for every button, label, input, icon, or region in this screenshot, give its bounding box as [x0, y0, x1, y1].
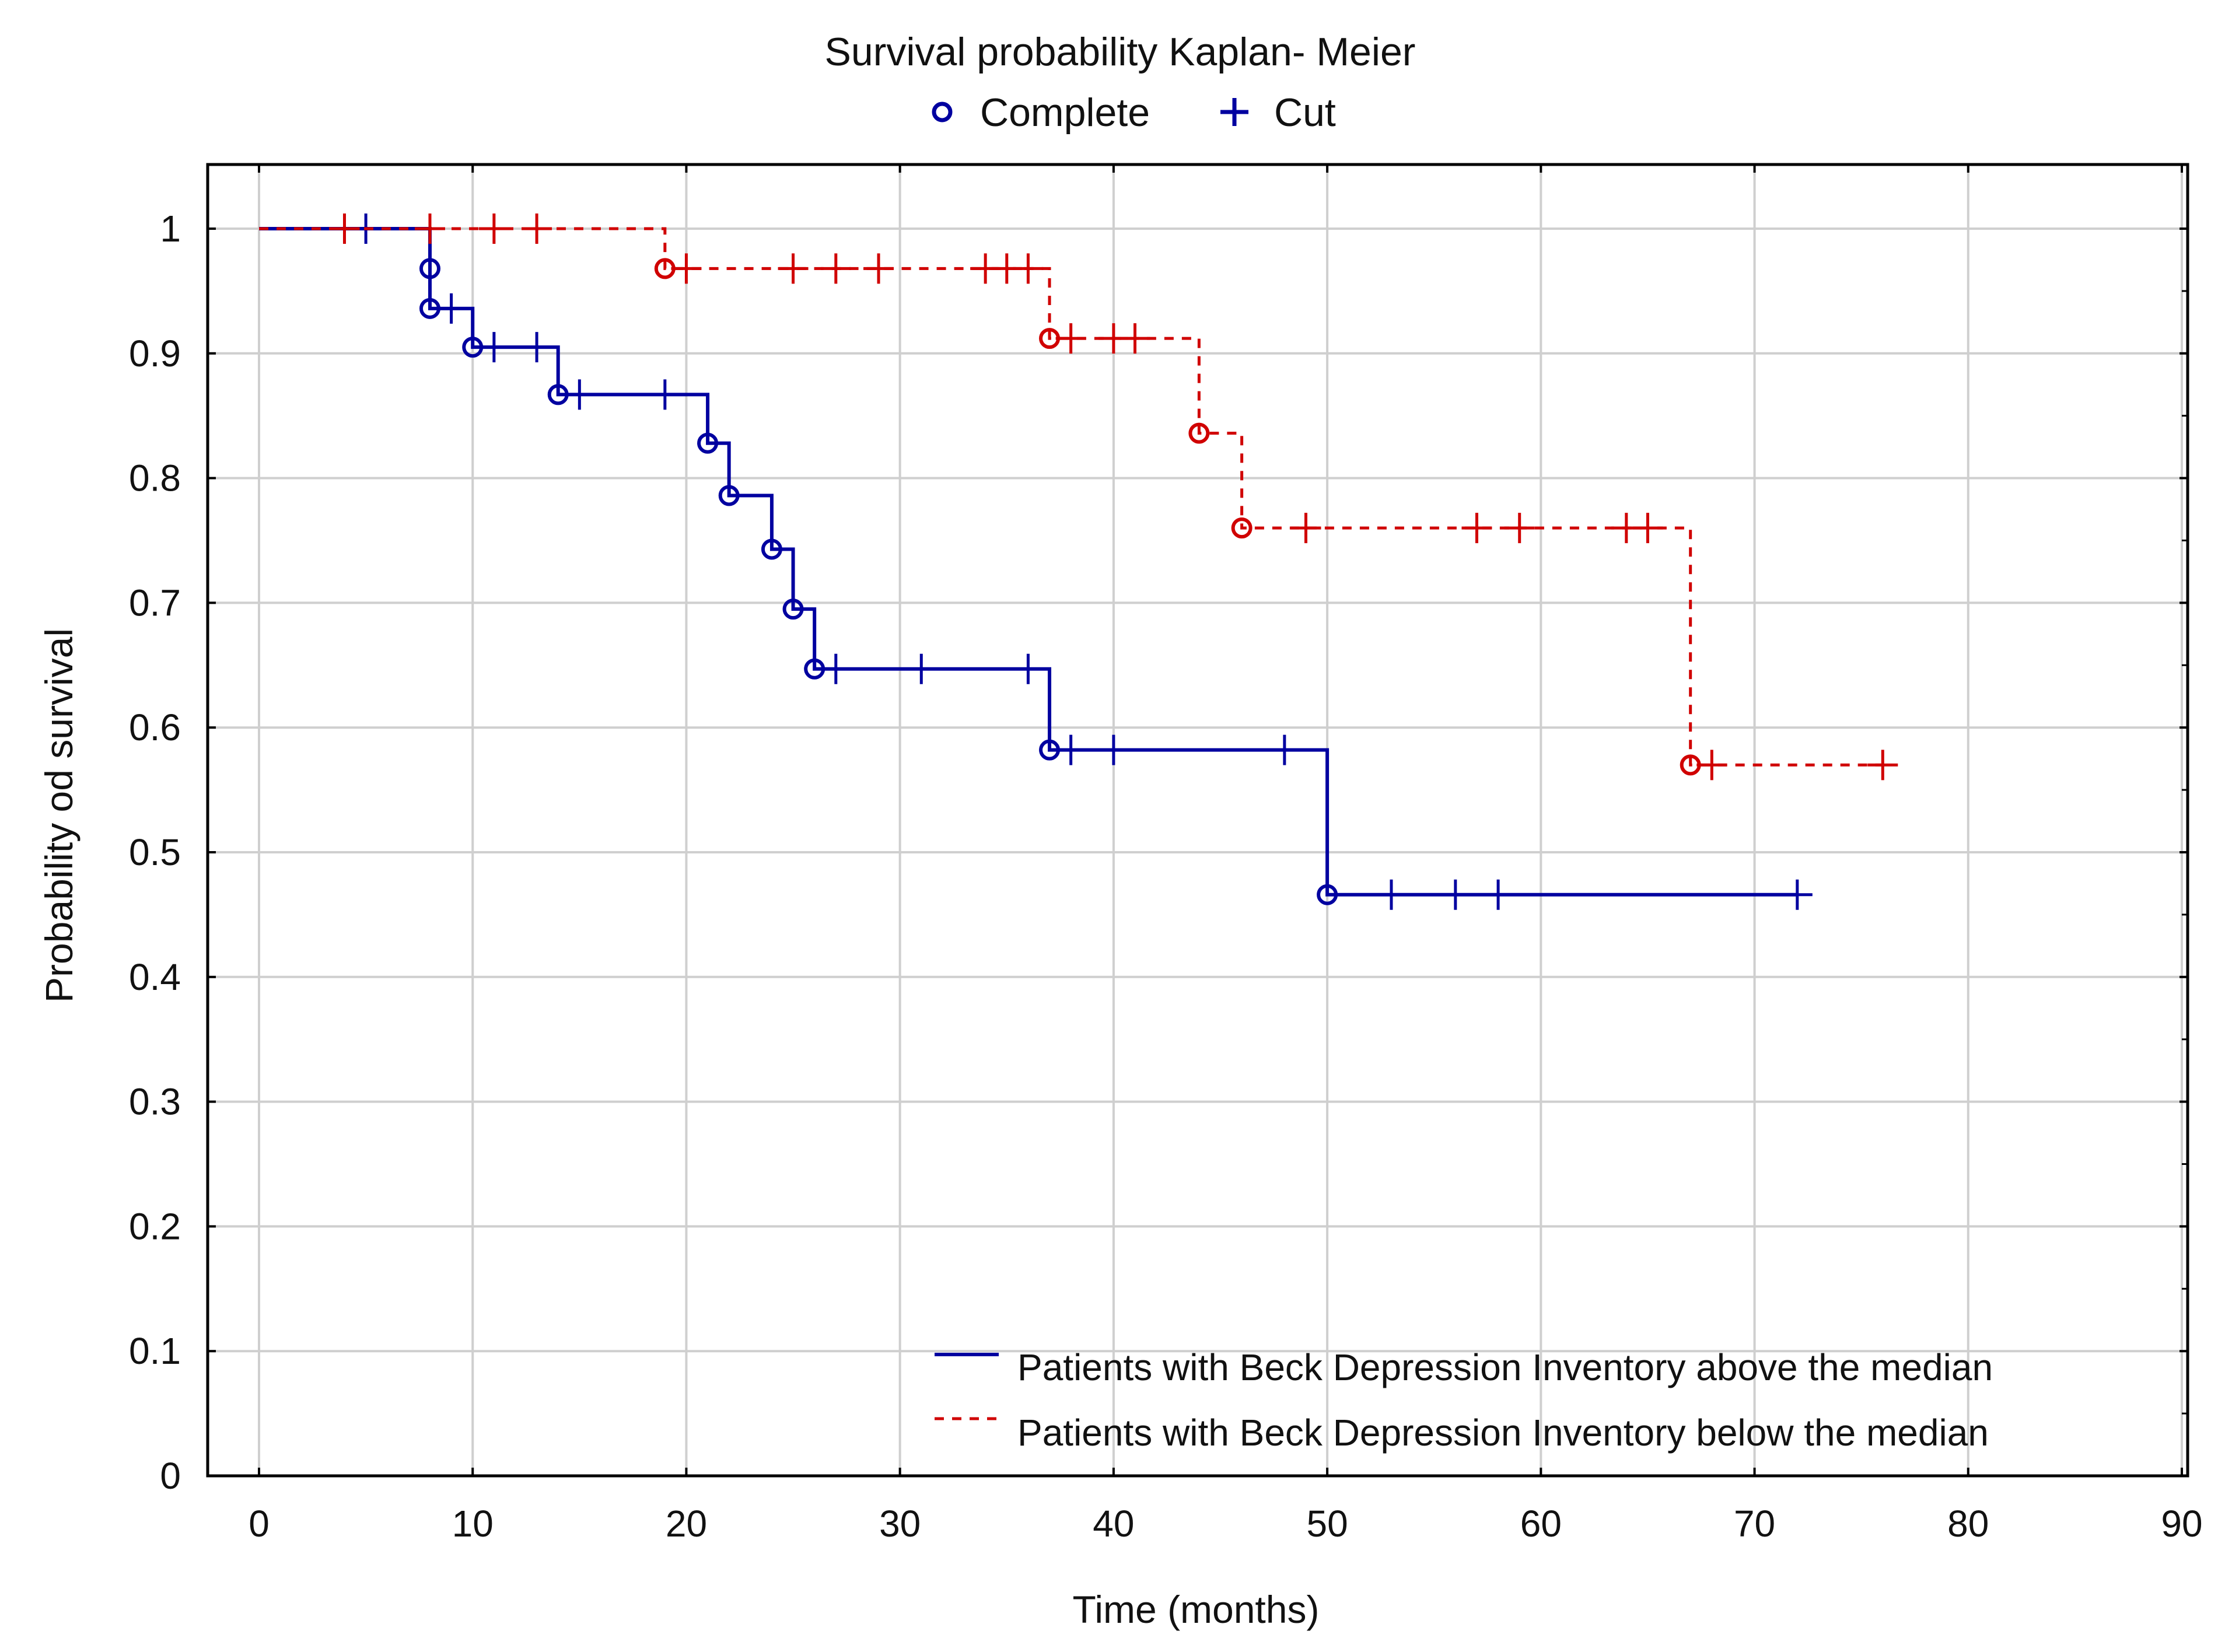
- event-marker-above-median: [547, 384, 569, 405]
- y-tick-label: 0.6: [129, 706, 181, 748]
- y-tick-label: 0: [160, 1455, 181, 1497]
- event-marker-above-median: [419, 298, 440, 319]
- censored-marker-above-median: [478, 332, 509, 363]
- censored-marker-below-median: [1290, 513, 1321, 544]
- event-marker-below-median: [1231, 517, 1253, 539]
- censored-marker-below-median: [820, 253, 851, 284]
- y-tick-label: 0.8: [129, 457, 181, 499]
- censored-marker-above-median: [649, 379, 680, 410]
- y-tick-label: 0.4: [129, 956, 181, 998]
- censored-marker-below-median: [1013, 253, 1044, 284]
- censored-marker-below-median: [1055, 323, 1086, 354]
- censored-marker-below-median: [863, 253, 894, 284]
- censored-marker-below-median: [1120, 323, 1150, 354]
- censored-marker-above-median: [1055, 734, 1086, 765]
- marker-legend: Complete Cut: [932, 90, 1336, 135]
- censored-marker-above-median: [1440, 879, 1471, 910]
- y-tick-label: 1: [160, 208, 181, 250]
- censored-marker-below-median: [1504, 513, 1535, 544]
- event-marker-below-median: [654, 258, 676, 279]
- censored-marker-above-median: [1376, 879, 1407, 910]
- event-marker-below-median: [1680, 754, 1701, 776]
- event-marker-above-median: [419, 258, 440, 279]
- censored-marker-below-median: [478, 214, 509, 244]
- event-marker-above-median: [718, 485, 740, 506]
- x-tick-label: 70: [1734, 1503, 1775, 1545]
- censored-marker-below-median: [522, 214, 552, 244]
- censored-marker-above-median: [522, 332, 552, 363]
- censored-marker-above-median: [436, 293, 467, 324]
- x-tick-label: 0: [249, 1503, 270, 1545]
- complete-marker-icon: [932, 102, 953, 123]
- x-tick-label: 50: [1307, 1503, 1348, 1545]
- censored-marker-above-median: [1269, 734, 1300, 765]
- plot-frame: [206, 163, 2189, 1478]
- y-tick-label: 0.3: [129, 1081, 181, 1123]
- y-tick-label: 0.5: [129, 831, 181, 873]
- x-tick-label: 40: [1093, 1503, 1134, 1545]
- marker-legend-complete-label: Complete: [980, 90, 1150, 135]
- censored-marker-above-median: [820, 653, 851, 684]
- event-marker-above-median: [462, 337, 484, 358]
- censored-marker-below-median: [414, 214, 445, 244]
- y-tick-label: 0.2: [129, 1205, 181, 1247]
- x-tick-label: 80: [1947, 1503, 1989, 1545]
- chart-title: Survival probability Kaplan- Meier: [825, 30, 1416, 74]
- y-tick-label: 0.1: [129, 1330, 181, 1372]
- event-marker-above-median: [1317, 884, 1338, 905]
- censored-marker-below-median: [1867, 750, 1898, 780]
- x-tick-label: 30: [879, 1503, 921, 1545]
- event-marker-above-median: [782, 598, 804, 620]
- censored-marker-below-median: [1461, 513, 1492, 544]
- event-marker-above-median: [761, 538, 782, 560]
- axis-ticks: 0 10 20 30 40 50 60 70 80 90 0 0.1 0.2 0.3 0.4 0.5 0.6 0.…: [129, 164, 2203, 1545]
- event-marker-below-median: [1188, 422, 1210, 444]
- event-marker-below-median: [1039, 328, 1061, 349]
- grid-lines: [208, 164, 2188, 1476]
- censored-marker-above-median: [564, 379, 595, 410]
- censored-marker-below-median: [1696, 750, 1727, 780]
- cut-marker-icon: [1220, 98, 1248, 126]
- marker-legend-cut-label: Cut: [1274, 90, 1336, 135]
- survival-curve-below-median: [259, 227, 1883, 766]
- censored-marker-below-median: [1632, 513, 1663, 544]
- y-tick-label: 0.7: [129, 582, 181, 624]
- legend-label-above-median: Patients with Beck Depression Inventory …: [1017, 1346, 1993, 1388]
- censored-marker-above-median: [1013, 653, 1044, 684]
- y-tick-label: 0.9: [129, 332, 181, 374]
- y-axis-title: Probability od survival: [37, 628, 81, 1003]
- x-tick-label: 20: [666, 1503, 707, 1545]
- legend-label-below-median: Patients with Beck Depression Inventory …: [1017, 1412, 1989, 1454]
- survival-curves: [259, 214, 1898, 910]
- censored-marker-below-median: [778, 253, 809, 284]
- event-marker-above-median: [1039, 739, 1061, 761]
- censored-marker-below-median: [671, 253, 702, 284]
- event-marker-above-median: [697, 432, 719, 454]
- censored-marker-above-median: [906, 653, 937, 684]
- x-axis-title: Time (months): [1073, 1588, 1320, 1631]
- x-tick-label: 60: [1520, 1503, 1562, 1545]
- survival-curve-above-median: [259, 227, 1797, 897]
- censored-marker-above-median: [1782, 879, 1813, 910]
- censored-marker-below-median: [329, 214, 360, 244]
- x-tick-label: 90: [2161, 1503, 2202, 1545]
- x-tick-label: 10: [452, 1503, 494, 1545]
- series-legend: Patients with Beck Depression Inventory …: [935, 1346, 1993, 1454]
- censored-marker-above-median: [1483, 879, 1514, 910]
- event-marker-above-median: [804, 658, 825, 680]
- censored-marker-above-median: [1098, 734, 1129, 765]
